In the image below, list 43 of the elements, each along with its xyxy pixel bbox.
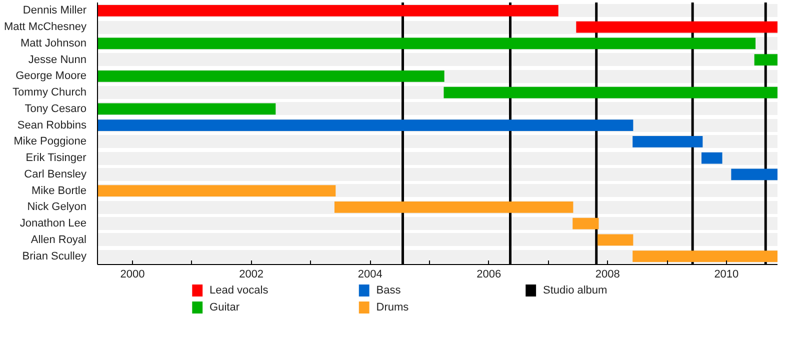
bar [731, 168, 778, 180]
x-tick-label: 2002 [239, 268, 264, 280]
y-tick-label: Brian Sculley [22, 250, 87, 262]
bar [572, 218, 599, 230]
x-tick-label: 2006 [476, 268, 502, 280]
bar [444, 86, 778, 98]
legend-label: Bass [376, 284, 402, 296]
y-tick-label: Tommy Church [12, 86, 87, 99]
bar [754, 54, 778, 66]
legend-label: Lead vocals [210, 284, 269, 296]
y-tick-label: Mike Bortle [31, 184, 87, 197]
x-tick-label: 2000 [120, 268, 145, 280]
bar [98, 103, 276, 115]
x-tick-label: 2008 [595, 268, 620, 280]
bar [632, 136, 703, 148]
legend-label: Studio album [543, 284, 608, 296]
bar [576, 21, 778, 33]
bar [334, 201, 574, 213]
y-tick-label: Dennis Miller [22, 4, 87, 17]
y-tick-label: George Moore [16, 70, 87, 82]
x-tick-label: 2004 [358, 268, 382, 280]
y-tick-label: Nick Gelyon [27, 201, 86, 214]
x-tick-label: 2010 [714, 268, 739, 280]
y-tick-label: Sean Robbins [17, 119, 87, 132]
y-tick-label: Jonathon Lee [20, 218, 86, 230]
y-tick-label: Tony Cesaro [24, 102, 87, 115]
bar [701, 152, 722, 164]
y-tick-label: Matt McChesney [4, 21, 87, 34]
bar [98, 70, 444, 82]
legend-label: Drums [376, 302, 410, 314]
y-tick-label: Erik Tisinger [26, 152, 87, 164]
y-tick-label: Matt Johnson [20, 37, 87, 50]
bar [98, 120, 634, 132]
bar [98, 38, 756, 50]
bar [632, 250, 778, 262]
legend-label: Guitar [210, 302, 240, 314]
bar [98, 4, 558, 16]
y-tick-label: Allen Royal [30, 234, 86, 246]
y-tick-label: Jesse Nunn [28, 54, 87, 66]
y-tick-label: Carl Bensley [24, 168, 87, 180]
bar [598, 234, 634, 246]
bar [98, 185, 336, 197]
y-tick-label: Mike Poggione [14, 136, 87, 148]
